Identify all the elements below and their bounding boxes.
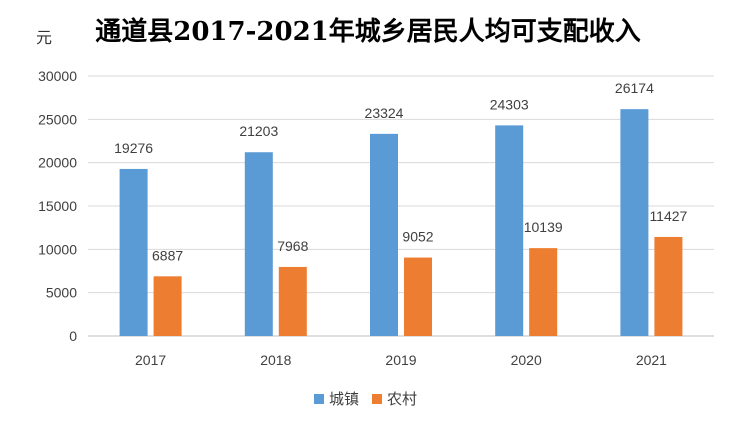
x-tick-label: 2019 [385, 352, 416, 368]
data-label: 9052 [402, 229, 433, 245]
bar-农村-2017 [153, 276, 182, 336]
data-label: 11427 [649, 208, 687, 224]
legend-swatch [372, 394, 382, 404]
legend-label: 农村 [387, 391, 417, 408]
y-tick-label: 5000 [46, 285, 77, 301]
bar-城镇-2020 [495, 125, 524, 337]
x-tick-label: 2021 [636, 352, 667, 368]
y-tick-label: 20000 [38, 155, 77, 171]
data-label: 7968 [277, 238, 308, 254]
x-tick-label: 2018 [260, 352, 291, 368]
data-label: 19276 [114, 140, 153, 156]
data-label: 23324 [365, 105, 404, 121]
y-tick-label: 15000 [38, 198, 77, 214]
bar-城镇-2018 [244, 152, 273, 336]
data-label: 21203 [239, 123, 278, 139]
data-label: 10139 [524, 219, 563, 235]
bars [119, 109, 683, 337]
data-label: 26174 [615, 80, 654, 96]
bar-农村-2020 [529, 248, 558, 336]
chart-title: 通道县2017-2021年城乡居民人均可支配收入 [95, 16, 641, 47]
x-tick-label: 2020 [511, 352, 542, 368]
y-axis-ticks: 0 5000 10000 15000 20000 25000 30000 [38, 68, 77, 344]
bar-农村-2021 [654, 236, 683, 336]
y-tick-label: 25000 [38, 111, 77, 127]
legend: 城镇 农村 [314, 391, 417, 408]
data-label: 6887 [152, 247, 183, 263]
bar-农村-2018 [278, 266, 307, 336]
legend-swatch [314, 394, 324, 404]
y-tick-label: 30000 [38, 68, 77, 84]
bar-农村-2019 [404, 257, 432, 336]
legend-label: 城镇 [329, 391, 359, 408]
bar-城镇-2021 [620, 109, 649, 337]
data-labels: 19276 6887 21203 7968 23324 9052 24303 10139 261… [114, 80, 687, 263]
y-tick-label: 0 [69, 328, 77, 344]
x-tick-label: 2017 [135, 352, 166, 368]
y-tick-label: 10000 [38, 241, 77, 257]
data-label: 24303 [490, 96, 529, 112]
y-axis-unit-label: 元 [36, 30, 52, 47]
gridlines [88, 75, 714, 337]
bar-城镇-2019 [370, 133, 398, 336]
bar-城镇-2017 [119, 168, 148, 336]
x-axis-ticks: 2017 2018 2019 2020 2021 [135, 352, 667, 368]
